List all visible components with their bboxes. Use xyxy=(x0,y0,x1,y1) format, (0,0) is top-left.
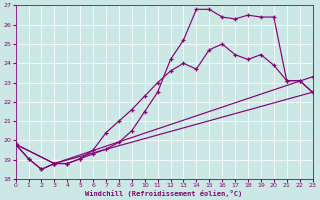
X-axis label: Windchill (Refroidissement éolien,°C): Windchill (Refroidissement éolien,°C) xyxy=(85,190,243,197)
